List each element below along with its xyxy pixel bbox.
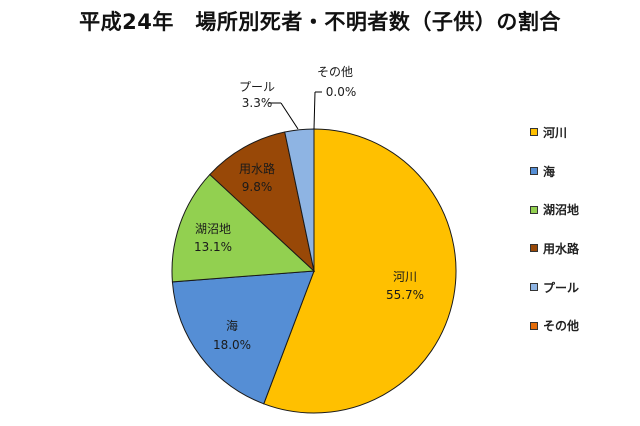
canal-label-pct: 9.8% <box>242 180 273 194</box>
legend-item-sea: 海 <box>530 152 579 191</box>
pie-slice-3 <box>209 131 315 273</box>
pie-slices <box>171 128 457 414</box>
legend-item-other: その他 <box>530 306 579 345</box>
pie-slice-0 <box>263 128 457 414</box>
legend-label: プール <box>543 280 580 295</box>
legend-swatch-lake <box>530 205 538 214</box>
legend-label: 海 <box>543 164 556 179</box>
legend-item-canal: 用水路 <box>530 229 579 268</box>
pool-leader-line <box>280 102 299 130</box>
pie-slice-1 <box>171 270 315 405</box>
other-label-pct: 0.0% <box>326 85 357 99</box>
river-label-name: 河川 <box>393 270 417 284</box>
legend-swatch-river <box>530 128 538 137</box>
lake-label-pct: 13.1% <box>194 240 232 254</box>
lake-label-name: 湖沼地 <box>195 221 231 236</box>
pie-slice-2 <box>171 173 316 283</box>
legend-swatch-other <box>530 321 538 330</box>
other-label-name: その他 <box>317 65 353 79</box>
legend-swatch-pool <box>530 283 538 292</box>
legend-label: 湖沼地 <box>543 203 580 218</box>
canal-label-name: 用水路 <box>239 161 275 176</box>
legend-label: その他 <box>543 319 580 334</box>
legend-item-lake: 湖沼地 <box>530 190 579 229</box>
sea-label-pct: 18.0% <box>213 338 251 352</box>
legend-label: 用水路 <box>543 241 580 256</box>
pool-label-name: プール <box>239 80 275 94</box>
sea-label-name: 海 <box>226 318 238 333</box>
other-leader-line <box>313 91 316 130</box>
legend-swatch-sea <box>530 167 538 176</box>
chart-title: 平成24年 場所別死者・不明者数（子供）の割合 <box>79 10 561 34</box>
pool-label-pct: 3.3% <box>242 96 273 110</box>
river-label-pct: 55.7% <box>386 288 424 302</box>
legend-label: 河川 <box>543 125 568 140</box>
legend-item-river: 河川 <box>530 113 579 152</box>
legend-swatch-canal <box>530 244 538 253</box>
legend-item-pool: プール <box>530 268 579 307</box>
legend: 河川 海 湖沼地 用水路 プール その他 <box>530 113 579 345</box>
